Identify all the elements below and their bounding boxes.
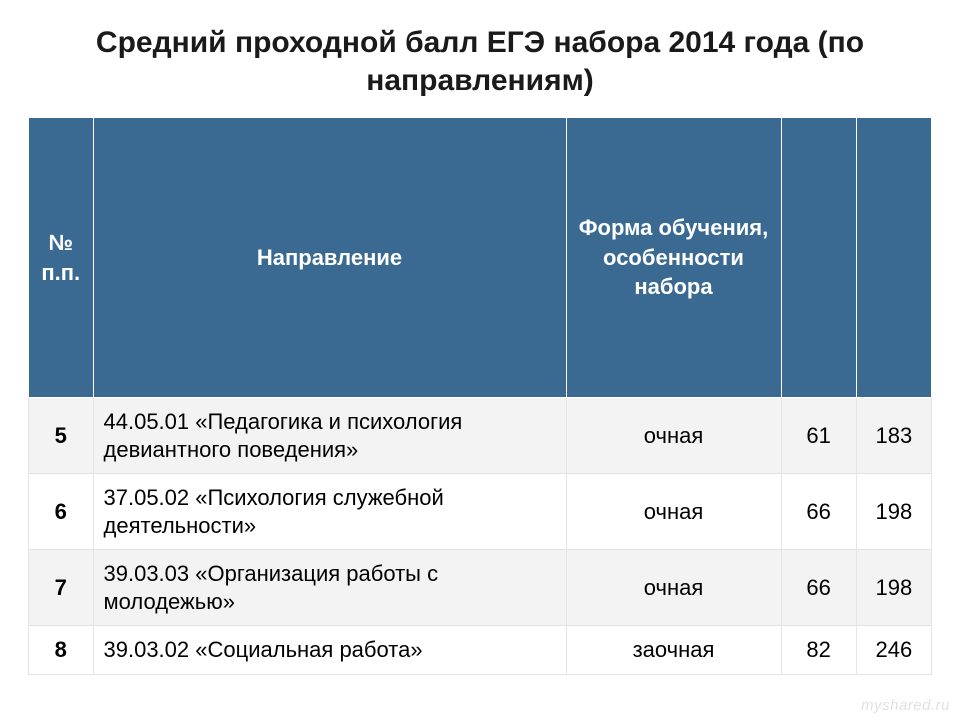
col-header-score1-label: Средний балл по 1-му предмету (939, 98, 960, 419)
table-row: 6 37.05.02 «Психология служебной деятель… (29, 474, 932, 550)
table-header-row: № п.п. Направление Форма обучения, особе… (29, 118, 932, 398)
col-header-score3: Средний балл по 3-м предметам (856, 118, 931, 398)
col-header-num: № п.п. (29, 118, 94, 398)
col-header-score1: Средний балл по 1-му предмету (781, 118, 856, 398)
cell-num: 6 (29, 474, 94, 550)
cell-score3: 246 (856, 626, 931, 675)
cell-score1: 82 (781, 626, 856, 675)
page-title: Средний проходной балл ЕГЭ набора 2014 г… (28, 24, 932, 99)
cell-score3: 183 (856, 398, 931, 474)
cell-score1: 66 (781, 474, 856, 550)
scores-table: № п.п. Направление Форма обучения, особе… (28, 117, 932, 675)
table-row: 8 39.03.02 «Социальная работа» заочная 8… (29, 626, 932, 675)
cell-num: 7 (29, 550, 94, 626)
cell-score1: 66 (781, 550, 856, 626)
table-row: 5 44.05.01 «Педагогика и психология деви… (29, 398, 932, 474)
cell-score3: 198 (856, 474, 931, 550)
col-header-direction: Направление (93, 118, 566, 398)
cell-direction: 44.05.01 «Педагогика и психология девиан… (93, 398, 566, 474)
cell-num: 8 (29, 626, 94, 675)
cell-form: очная (566, 550, 781, 626)
cell-direction: 39.03.03 «Организация работы с молодежью… (93, 550, 566, 626)
cell-score1: 61 (781, 398, 856, 474)
cell-score3: 198 (856, 550, 931, 626)
col-header-form: Форма обучения, особенности набора (566, 118, 781, 398)
table-row: 7 39.03.03 «Организация работы с молодеж… (29, 550, 932, 626)
cell-direction: 39.03.02 «Социальная работа» (93, 626, 566, 675)
cell-num: 5 (29, 398, 94, 474)
cell-direction: 37.05.02 «Психология служебной деятельно… (93, 474, 566, 550)
slide: Средний проходной балл ЕГЭ набора 2014 г… (0, 0, 960, 720)
cell-form: очная (566, 474, 781, 550)
watermark: myshared.ru (861, 697, 950, 714)
cell-form: очная (566, 398, 781, 474)
cell-form: заочная (566, 626, 781, 675)
